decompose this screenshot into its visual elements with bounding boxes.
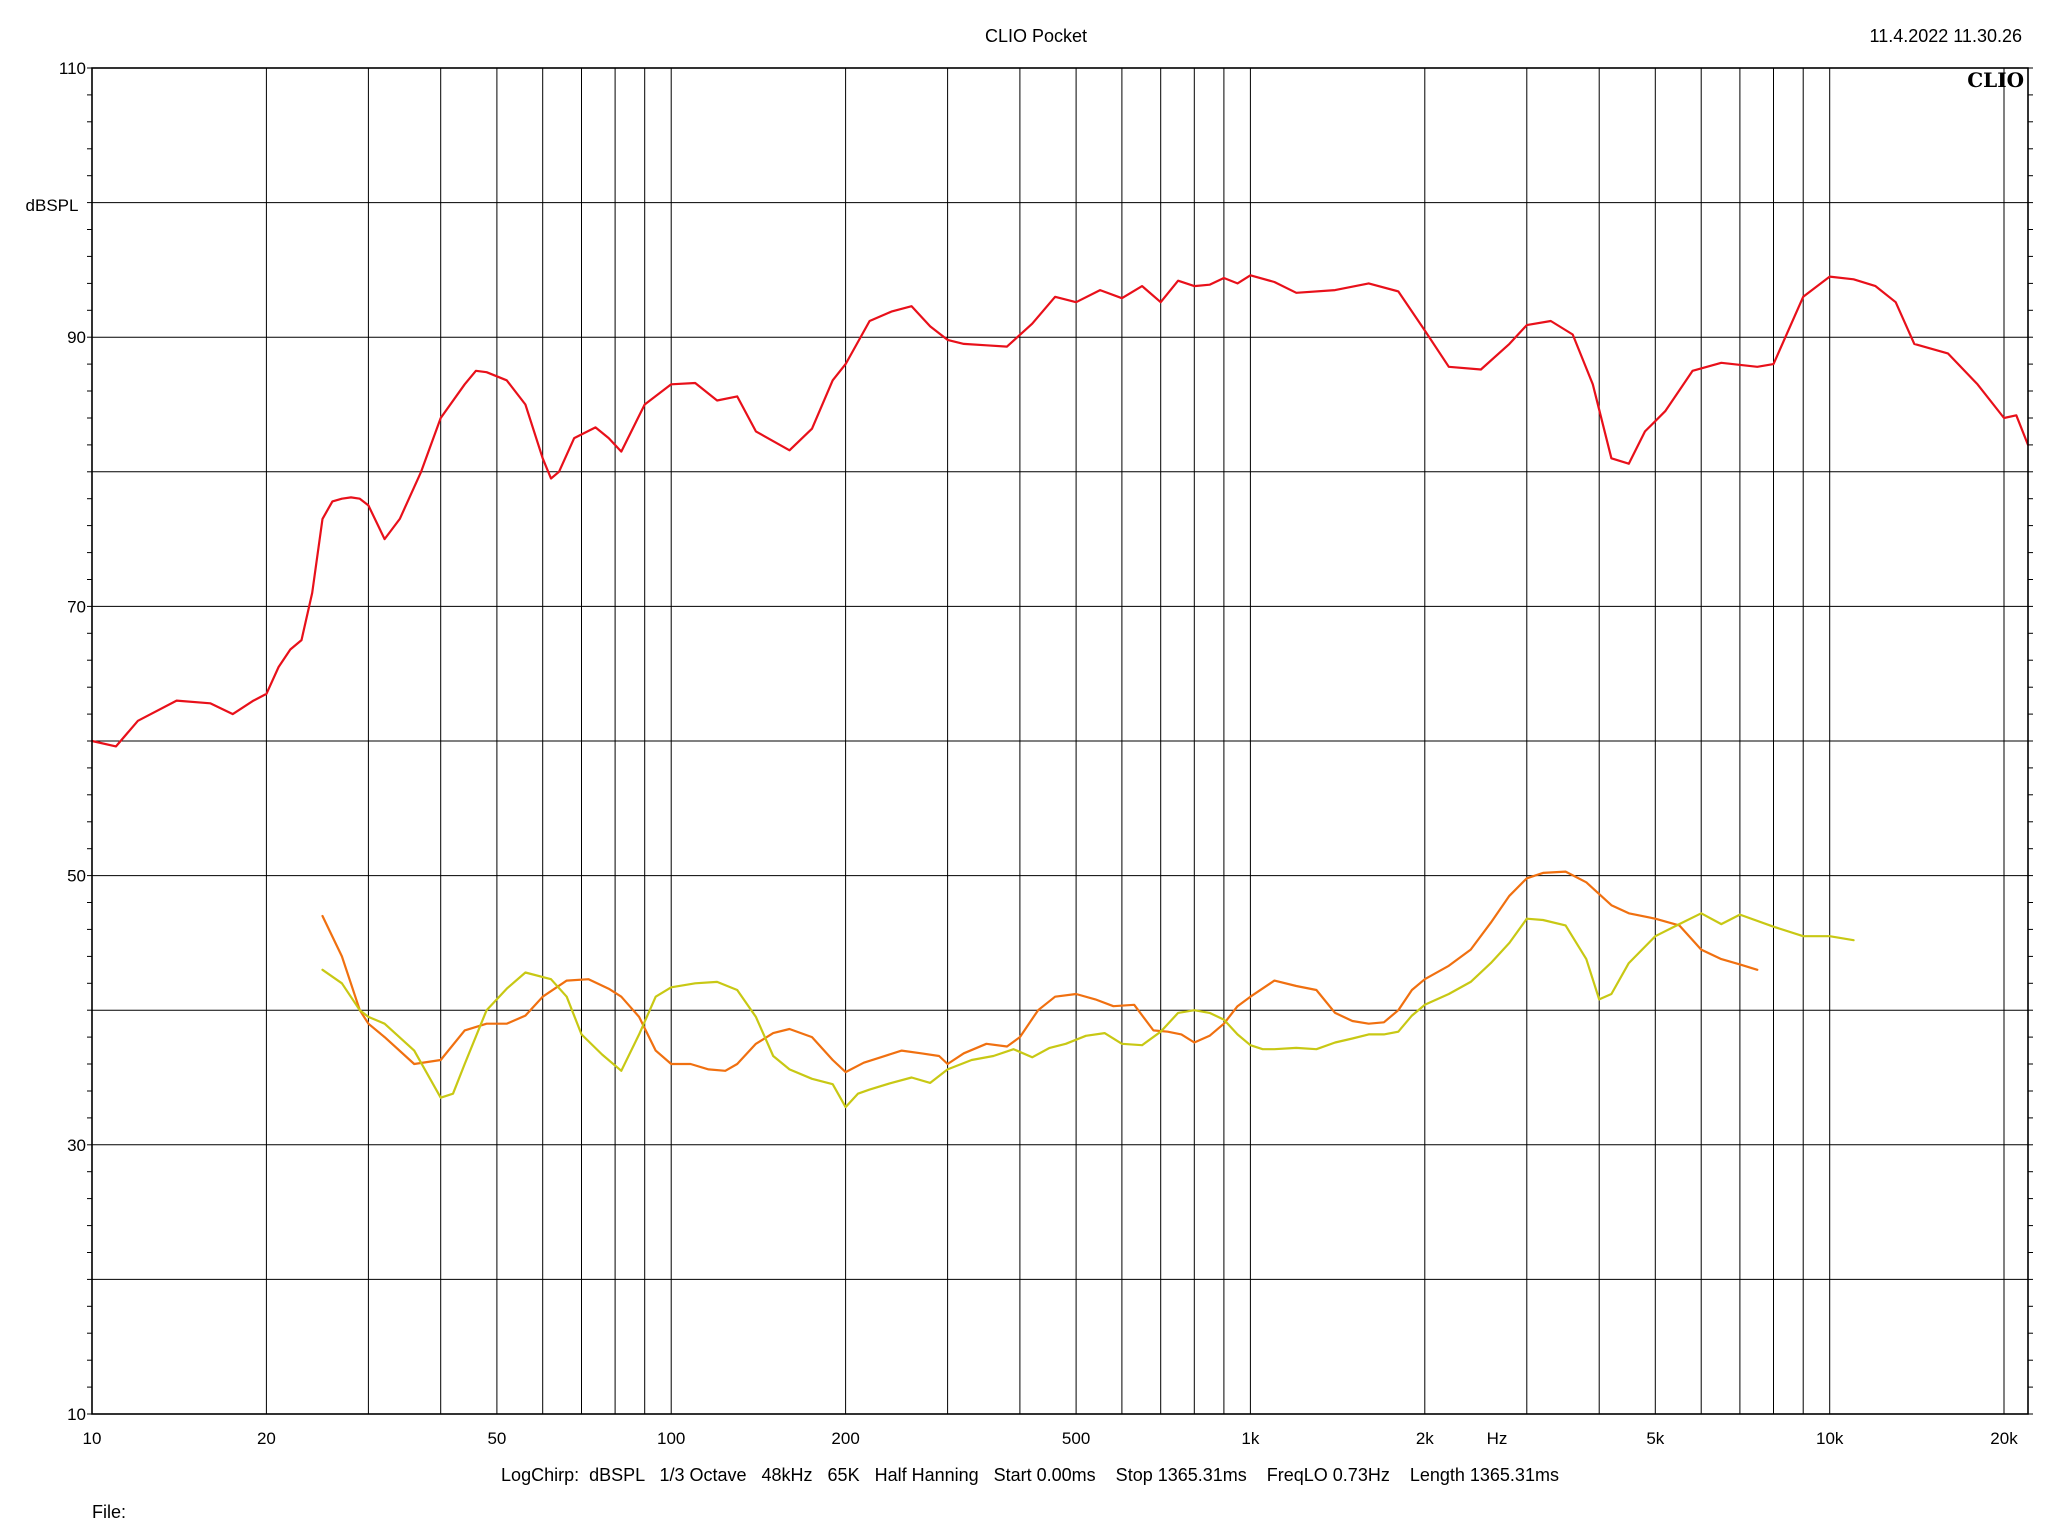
series-2-line: [321, 870, 1759, 1074]
x-tick-label: 500: [1062, 1429, 1090, 1448]
clio-logo: CLIO: [1967, 68, 2024, 92]
y-tick-label: 90: [67, 328, 86, 347]
x-tick-label: 1k: [1241, 1429, 1259, 1448]
x-tick-label: 20k: [1990, 1429, 2018, 1448]
series-lines: [90, 274, 2030, 1109]
y-tick-label: 110: [59, 59, 86, 78]
grid-lines: [92, 68, 2028, 1414]
x-axis-label: Hz: [1487, 1429, 1508, 1448]
y-axis-label: dBSPL: [26, 196, 79, 215]
x-tick-label: 10: [83, 1429, 102, 1448]
y-tick-labels: 110 90 70 50 30 10: [59, 59, 86, 1424]
series-3-line: [321, 912, 1855, 1109]
measurement-info: LogChirp: dBSPL 1/3 Octave 48kHz 65K Hal…: [501, 1465, 1559, 1485]
file-label: File:: [92, 1502, 126, 1522]
y-tick-label: 30: [67, 1136, 86, 1155]
x-tick-label: 2k: [1416, 1429, 1434, 1448]
y-tick-label: 50: [67, 867, 86, 886]
x-tick-label: 20: [257, 1429, 276, 1448]
plot-frame: [91, 67, 2029, 1415]
y-tick-label: 10: [67, 1405, 86, 1424]
series-1-line: [90, 274, 2030, 748]
x-tick-label: 200: [831, 1429, 859, 1448]
x-tick-labels: 10 20 50 100 200 500 1k 2k 5k 10k 20k: [83, 1429, 2019, 1448]
x-tick-label: 100: [657, 1429, 685, 1448]
y-tick-label: 70: [67, 597, 86, 616]
x-tick-label: 5k: [1646, 1429, 1664, 1448]
timestamp: 11.4.2022 11.30.26: [1870, 26, 2022, 46]
x-tick-label: 50: [487, 1429, 506, 1448]
chart-title: CLIO Pocket: [985, 26, 1087, 46]
minor-y-ticks: [87, 67, 2033, 1415]
x-tick-label: 10k: [1816, 1429, 1844, 1448]
